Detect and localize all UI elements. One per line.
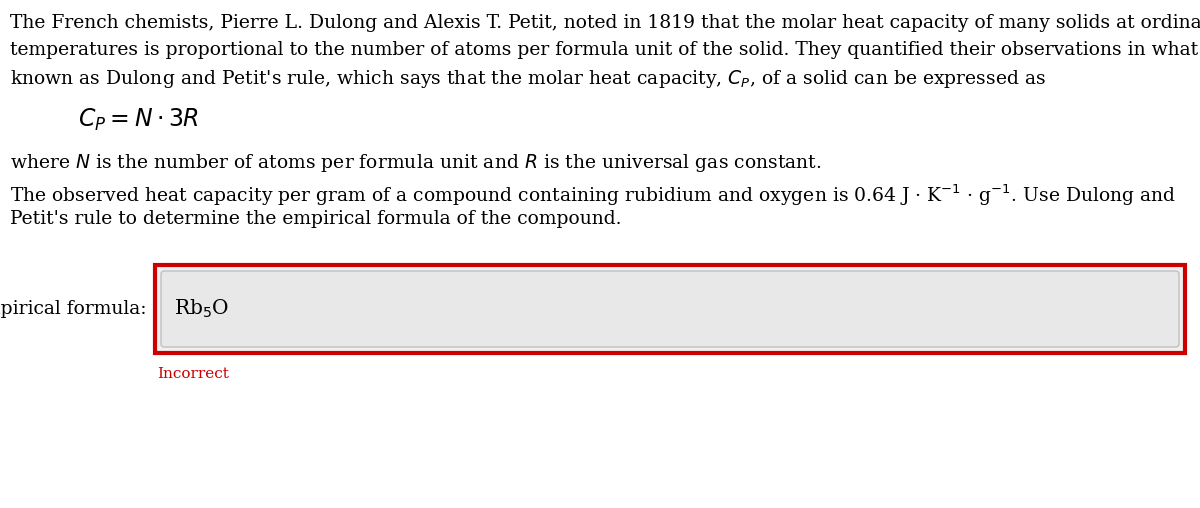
Text: Petit's rule to determine the empirical formula of the compound.: Petit's rule to determine the empirical … [10, 210, 622, 228]
Text: The observed heat capacity per gram of a compound containing rubidium and oxygen: The observed heat capacity per gram of a… [10, 183, 1176, 208]
Text: $C_P = N \cdot 3R$: $C_P = N \cdot 3R$ [78, 107, 199, 133]
FancyBboxPatch shape [155, 265, 1186, 353]
FancyBboxPatch shape [161, 271, 1178, 347]
Text: known as Dulong and Petit's rule, which says that the molar heat capacity, $C_P$: known as Dulong and Petit's rule, which … [10, 68, 1046, 90]
Text: Rb$_5$O: Rb$_5$O [174, 298, 229, 320]
Text: empirical formula:: empirical formula: [0, 300, 148, 318]
Text: Incorrect: Incorrect [157, 367, 229, 381]
Text: The French chemists, Pierre L. Dulong and Alexis T. Petit, noted in 1819 that th: The French chemists, Pierre L. Dulong an… [10, 14, 1200, 32]
Text: where $N$ is the number of atoms per formula unit and $R$ is the universal gas c: where $N$ is the number of atoms per for… [10, 152, 822, 174]
Text: temperatures is proportional to the number of atoms per formula unit of the soli: temperatures is proportional to the numb… [10, 41, 1200, 59]
